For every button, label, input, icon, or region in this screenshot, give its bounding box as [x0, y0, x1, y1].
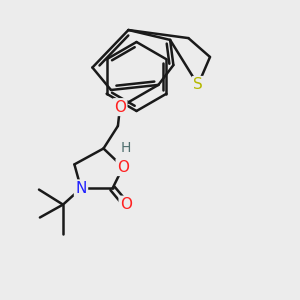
Text: O: O	[120, 197, 132, 212]
Text: H: H	[120, 142, 130, 155]
Text: O: O	[114, 100, 126, 115]
Text: N: N	[75, 181, 87, 196]
Text: S: S	[193, 77, 203, 92]
Text: O: O	[117, 160, 129, 175]
